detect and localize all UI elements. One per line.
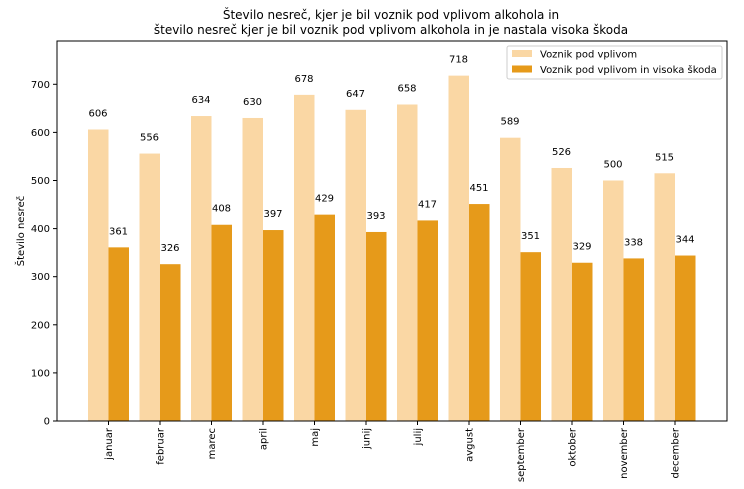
bar-vpliv-september [500,137,521,422]
bar-vpliv-junij [345,109,366,421]
data-labels-group: 606 361 556 326 634 408 630 397 678 429 647 393 658 4… [88,55,694,255]
bar-visoka-skoda-avgust [469,204,490,421]
bar-vpliv-januar [88,129,109,421]
bar-visoka-skoda-september [520,252,541,421]
legend-swatch-vpliv [512,50,532,57]
bar-vpliv-julij [397,104,418,422]
bar-visoka-skoda-januar [108,247,129,421]
bar-visoka-skoda-oktober [572,262,593,421]
bar-vpliv-marec [191,116,212,422]
bar-visoka-skoda-februar [160,264,181,421]
x-tick-label-maj: maj [310,428,321,447]
data-label-vpliv-april: 630 [243,97,262,108]
bar-vpliv-februar [139,153,160,422]
y-tick-label-300: 300 [31,272,50,283]
bar-visoka-skoda-julij [417,220,438,421]
y-axis-label: Število nesreč [14,196,27,266]
bar-vpliv-november [603,180,624,421]
legend-swatch-visoka-skoda [512,65,532,73]
data-label-vpliv-februar: 556 [140,133,159,144]
data-label-vpliv-avgust: 718 [449,55,468,66]
legend-label-visoka-skoda: Voznik pod vplivom in visoka škoda [540,64,717,76]
data-label-visoka-skoda-april: 397 [263,209,282,220]
bar-visoka-skoda-marec [211,224,232,421]
data-label-visoka-skoda-december: 344 [675,235,694,246]
bar-vpliv-avgust [448,75,469,422]
bar-visoka-skoda-december [675,255,696,421]
x-tick-label-avgust: avgust [465,428,476,462]
x-tick-label-januar: januar [104,427,115,461]
bars-group [88,75,696,422]
bar-vpliv-oktober [551,167,572,421]
x-tick-label-november: november [619,427,630,479]
x-tick-label-februar: februar [156,427,167,465]
x-tick-label-april: april [259,428,270,450]
data-label-vpliv-december: 515 [655,152,674,163]
x-tick-label-julij: julij [413,428,424,446]
legend-box [506,45,723,80]
data-label-vpliv-september: 589 [500,117,519,128]
bar-visoka-skoda-maj [314,214,335,421]
y-tick-label-0: 0 [44,417,50,428]
y-tick-label-700: 700 [31,80,50,91]
bar-visoka-skoda-junij [366,231,387,421]
y-tick-label-400: 400 [31,224,50,235]
data-label-visoka-skoda-januar: 361 [109,226,128,237]
data-label-visoka-skoda-februar: 326 [160,243,179,254]
x-ticks-group: januar februar marec april maj junij julij avgu… [104,421,682,482]
data-label-visoka-skoda-junij: 393 [366,211,385,222]
bar-visoka-skoda-april [263,230,284,421]
y-tick-label-500: 500 [31,176,50,187]
data-label-vpliv-oktober: 526 [552,147,571,158]
x-tick-label-september: september [516,427,527,482]
x-tick-label-marec: marec [207,428,218,459]
chart-title-line-1: Število nesreč, kjer je bil voznik pod v… [223,7,559,22]
x-tick-label-december: december [671,427,682,478]
plot-area-frame [56,40,728,422]
data-label-visoka-skoda-oktober: 329 [572,242,591,253]
bar-vpliv-maj [294,94,315,422]
data-label-visoka-skoda-november: 338 [624,237,643,248]
data-label-vpliv-junij: 647 [346,89,365,100]
bar-vpliv-december [654,173,675,421]
legend: Voznik pod vplivom Voznik pod vplivom in … [506,45,723,80]
data-label-vpliv-marec: 634 [191,95,210,106]
data-label-visoka-skoda-marec: 408 [212,204,231,215]
x-tick-label-oktober: oktober [568,427,579,466]
y-ticks-group: 0 100 200 300 400 500 600 700 [31,80,57,428]
data-label-visoka-skoda-maj: 429 [315,194,334,205]
y-tick-label-100: 100 [31,368,50,379]
x-tick-label-junij: junij [362,428,373,450]
data-label-visoka-skoda-avgust: 451 [469,183,488,194]
bar-vpliv-april [242,117,263,421]
data-label-vpliv-november: 500 [603,159,622,170]
data-label-vpliv-julij: 658 [397,83,416,94]
data-label-visoka-skoda-julij: 417 [418,199,437,210]
legend-label-vpliv: Voznik pod vplivom [540,50,637,61]
data-label-vpliv-januar: 606 [88,109,107,120]
data-label-vpliv-maj: 678 [294,74,313,85]
data-label-visoka-skoda-september: 351 [521,231,540,242]
y-tick-label-600: 600 [31,128,50,139]
y-tick-label-200: 200 [31,320,50,331]
bar-visoka-skoda-november [623,258,644,421]
chart-title-line-2: število nesreč kjer je bil voznik pod vp… [154,23,628,37]
